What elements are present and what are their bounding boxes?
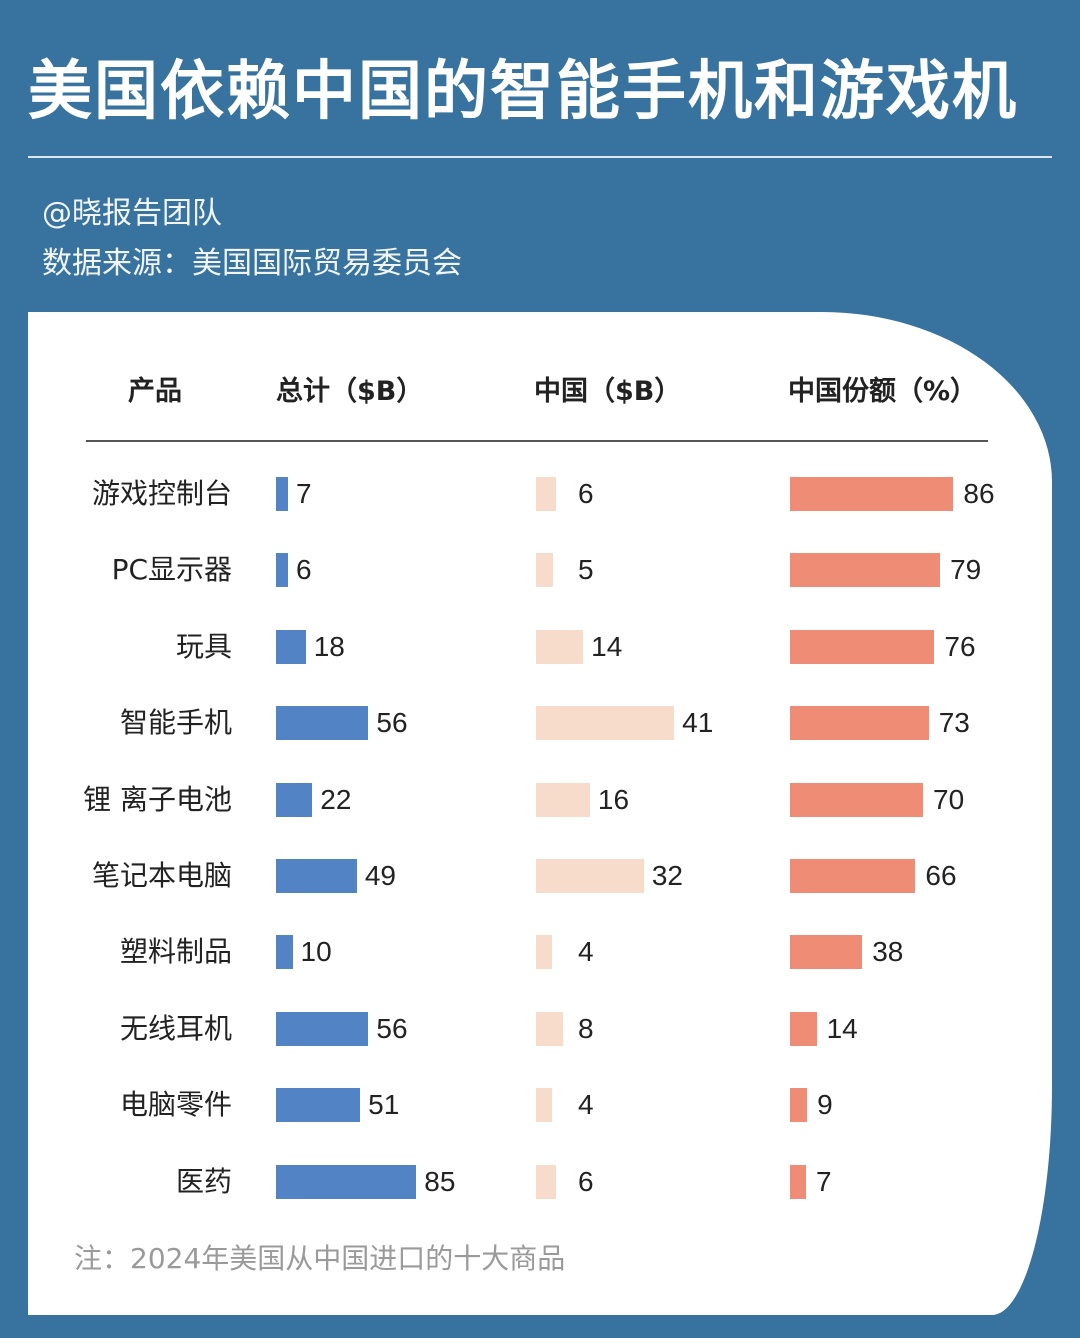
product-label: 笔记本电脑 [91,859,232,892]
china-value: 14 [591,630,623,662]
total-value: 18 [313,630,345,662]
product-label: 锂 离子电池 [83,782,232,816]
product-label: 电脑零件 [119,1088,232,1122]
total-bar [276,553,288,588]
column-header-product: 产品 [128,376,182,407]
china-value: 4 [578,936,594,968]
china-value: 6 [578,478,594,509]
china-bar [536,477,557,511]
share-bar [790,629,935,664]
china-value: 6 [578,1165,594,1197]
data-source: 数据来源：美国国际贸易委员会 [42,246,462,281]
share-value: 79 [950,554,982,586]
share-bar [790,477,954,511]
share-bar [790,782,923,817]
china-bar [536,859,644,893]
footnote: 注：2024年美国从中国进口的十大商品 [74,1242,566,1275]
page-title: 美国依赖中国的智能手机和游戏机 [28,55,1018,129]
title-divider [28,156,1052,158]
table-row: 游戏控制台 7 6 86 [0,474,1080,514]
share-bar [790,935,863,970]
china-value: 4 [578,1089,594,1121]
china-bar [536,553,553,588]
header-divider [86,440,988,442]
total-bar [276,477,288,511]
share-bar [790,553,941,588]
total-value: 85 [424,1165,456,1197]
product-label: 无线耳机 [119,1011,232,1045]
share-value: 73 [938,707,970,739]
share-value: 70 [933,783,965,815]
total-value: 49 [364,860,396,891]
share-value: 9 [817,1089,833,1121]
total-bar [276,859,357,893]
china-value: 41 [682,707,714,739]
table-row: 智能手机 56 41 73 [0,703,1080,743]
total-value: 56 [376,707,408,739]
china-bar [536,935,552,970]
total-bar [276,782,313,817]
share-value: 76 [944,630,976,662]
total-bar [276,935,293,970]
china-value: 5 [578,554,594,586]
table-row: 锂 离子电池 22 16 70 [0,780,1080,820]
china-value: 16 [597,783,630,815]
china-bar [536,1011,563,1046]
author-credit: @晓报告团队 [42,196,222,231]
total-bar [276,629,306,664]
product-label: 医药 [175,1164,232,1198]
total-bar [276,1011,369,1046]
share-bar [790,706,929,741]
total-bar [276,1164,417,1199]
total-value: 7 [296,478,312,509]
product-label: 游戏控制台 [91,477,232,510]
table-row: 无线耳机 56 8 14 [0,1009,1080,1049]
product-label: 塑料制品 [119,935,232,969]
share-value: 66 [925,860,957,891]
product-label: 智能手机 [119,706,232,740]
share-bar [790,1011,817,1046]
china-bar [536,782,590,817]
china-bar [536,1088,552,1123]
share-bar [790,1088,808,1123]
china-bar [536,706,675,741]
table-row: 玩具 18 14 76 [0,627,1080,667]
table-row: 笔记本电脑 49 32 66 [0,856,1080,896]
table-row: 电脑零件 51 4 9 [0,1085,1080,1125]
china-value: 8 [578,1012,594,1044]
total-value: 56 [376,1012,408,1044]
china-bar [536,629,584,664]
share-value: 86 [963,478,995,509]
share-bar [790,859,916,893]
total-value: 22 [320,783,352,815]
total-bar [276,706,369,741]
product-label: 玩具 [175,629,232,663]
table-row: 医药 85 6 7 [0,1162,1080,1202]
column-header-share: 中国份额（%） [788,376,978,407]
total-value: 6 [296,554,312,586]
column-header-china: 中国（$B） [534,376,682,407]
column-header-total: 总计（$B） [276,376,424,407]
table-row: PC显示器 6 5 79 [0,550,1080,590]
share-value: 38 [872,936,904,968]
product-label: PC显示器 [111,553,232,587]
table-row: 塑料制品 10 4 38 [0,932,1080,972]
total-value: 10 [300,936,332,968]
share-bar [790,1164,806,1199]
china-value: 32 [651,860,683,891]
china-bar [536,1164,557,1199]
total-value: 51 [368,1089,400,1121]
total-bar [276,1088,361,1123]
share-value: 14 [826,1012,858,1044]
share-value: 7 [816,1165,832,1197]
